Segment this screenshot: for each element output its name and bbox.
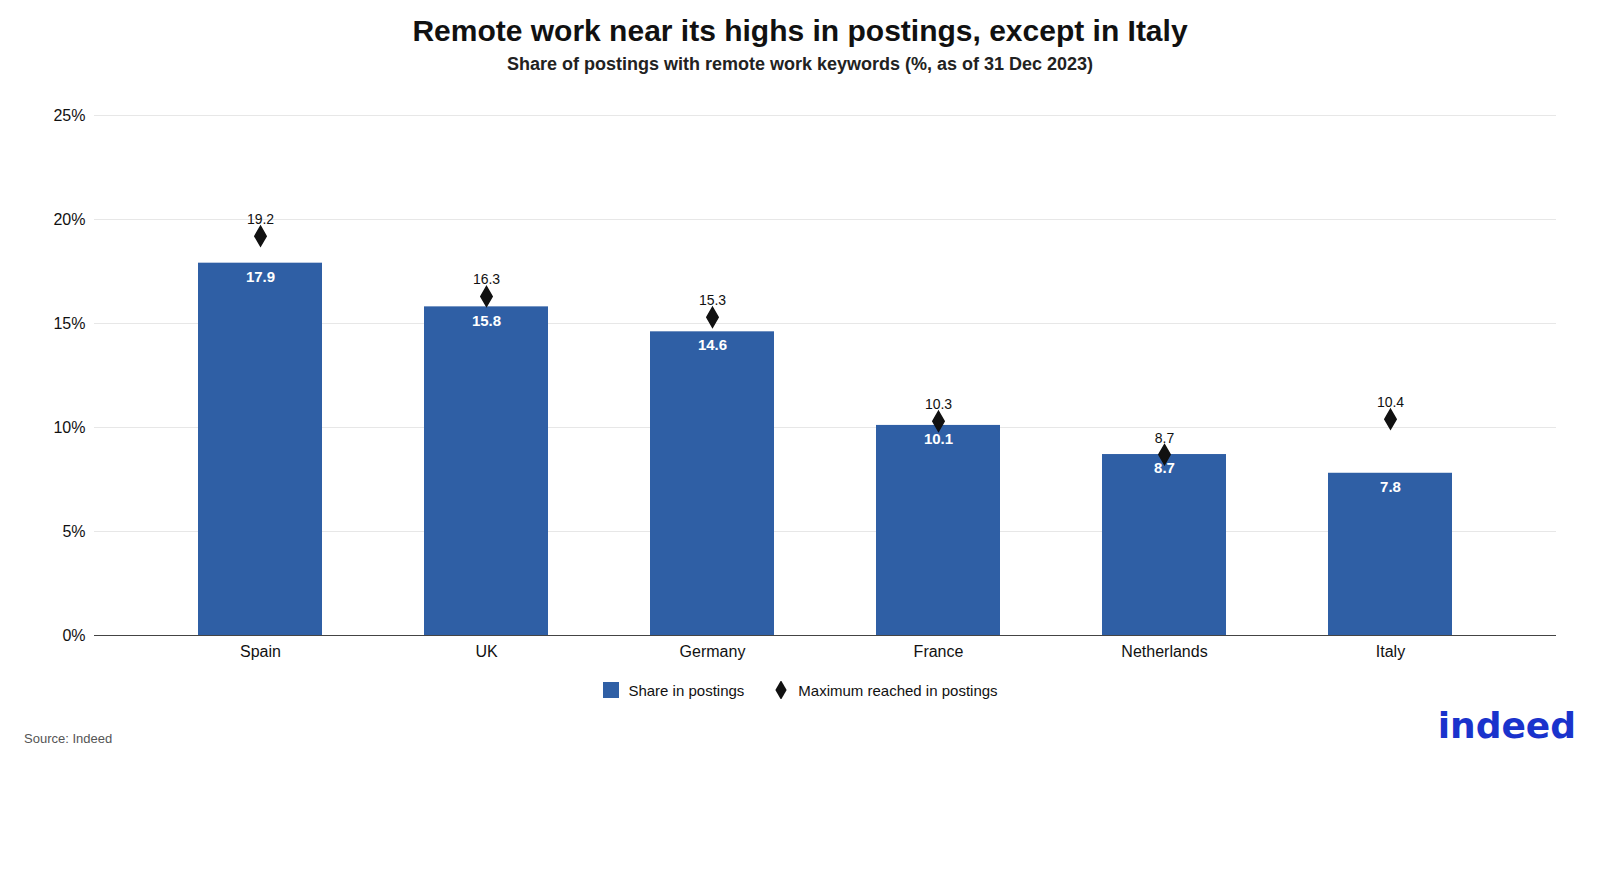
svg-text:UK: UK — [475, 643, 498, 660]
svg-text:10.1: 10.1 — [923, 430, 954, 448]
html-text:Maximum reached in postings: Maximum reached in postings — [798, 681, 998, 699]
svg-text:10.3: 10.3 — [925, 396, 952, 412]
svg-text:0%: 0% — [62, 627, 85, 644]
svg-text:Italy: Italy — [1376, 643, 1405, 660]
svg-text:France: France — [914, 643, 964, 660]
html-text:Source: Indeed: Source: Indeed — [24, 731, 113, 746]
svg-text:10%: 10% — [53, 419, 85, 436]
html-text:Share in postings: Share in postings — [628, 681, 745, 699]
svg-text:15%: 15% — [53, 315, 85, 332]
svg-text:7.8: 7.8 — [1380, 478, 1401, 495]
svg-text:Netherlands: Netherlands — [1121, 643, 1207, 660]
svg-text:8.7: 8.7 — [1155, 430, 1175, 446]
svg-text:10.4: 10.4 — [1377, 394, 1404, 410]
svg-text:15.8: 15.8 — [472, 312, 501, 329]
svg-text:Spain: Spain — [240, 643, 281, 660]
svg-text:17.9: 17.9 — [246, 268, 275, 285]
svg-text:5%: 5% — [62, 523, 85, 540]
svg-text:8.7: 8.7 — [1154, 459, 1175, 477]
svg-text:15.3: 15.3 — [699, 292, 726, 308]
svg-text:20%: 20% — [53, 211, 85, 228]
svg-text:Germany: Germany — [680, 643, 746, 660]
html-text:indeed: indeed — [1437, 705, 1576, 746]
svg-text:14.6: 14.6 — [698, 336, 727, 353]
svg-text:25%: 25% — [53, 107, 85, 124]
svg-text:19.2: 19.2 — [247, 211, 274, 227]
html-text:Share of postings with remote: Share of postings with remote work keywo… — [506, 54, 1094, 74]
svg-text:16.3: 16.3 — [473, 271, 500, 287]
html-text:Remote work near its highs in: Remote work near its highs in postings, … — [412, 14, 1188, 47]
